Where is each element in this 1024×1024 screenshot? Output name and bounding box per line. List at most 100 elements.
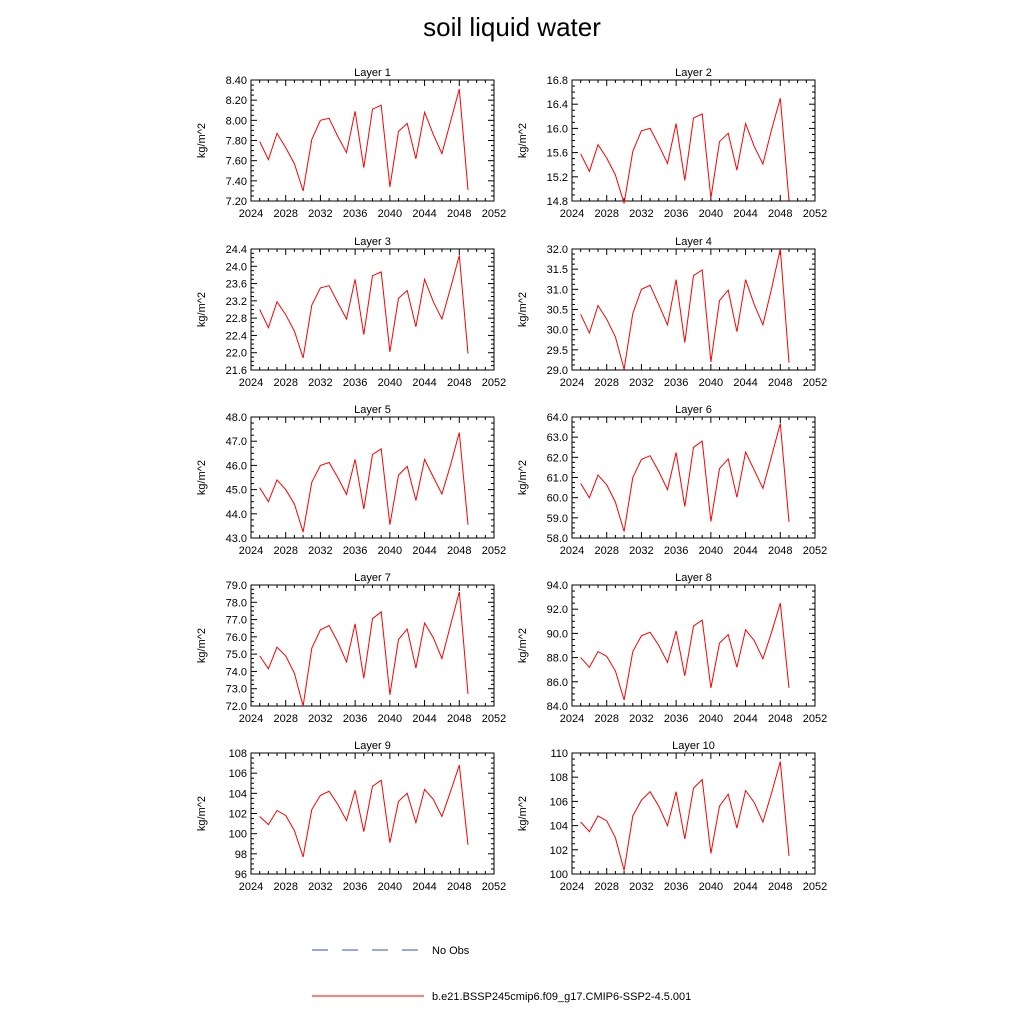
y-tick-label: 74.0 — [226, 666, 247, 678]
plot-frame — [571, 752, 816, 875]
y-tick-label: 47.0 — [226, 436, 247, 448]
y-tick-label: 108 — [550, 772, 568, 784]
y-tick-label: 84.0 — [547, 701, 568, 713]
x-tick-label: 2032 — [308, 377, 332, 389]
y-tick-label: 30.5 — [547, 305, 568, 317]
panel-title: Layer 10 — [672, 740, 715, 752]
y-axis-label: kg/m^2 — [196, 460, 208, 495]
y-tick-label: 8.20 — [226, 95, 247, 107]
x-tick-label: 2036 — [664, 545, 688, 557]
x-tick-label: 2024 — [239, 208, 263, 220]
y-tick-label: 108 — [229, 748, 247, 760]
x-tick-label: 2044 — [412, 881, 436, 893]
x-tick-label: 2044 — [412, 377, 436, 389]
x-tick-label: 2052 — [482, 713, 506, 725]
y-tick-label: 24.0 — [226, 261, 247, 273]
y-tick-label: 88.0 — [547, 653, 568, 665]
x-tick-label: 2048 — [447, 208, 471, 220]
y-tick-label: 15.2 — [547, 172, 568, 184]
x-tick-label: 2036 — [343, 208, 367, 220]
y-tick-label: 90.0 — [547, 628, 568, 640]
y-tick-label: 45.0 — [226, 485, 247, 497]
x-tick-label: 2048 — [768, 713, 792, 725]
y-tick-label: 77.0 — [226, 615, 247, 627]
x-tick-label: 2040 — [699, 881, 723, 893]
x-tick-label: 2052 — [803, 881, 827, 893]
y-tick-label: 72.0 — [226, 701, 247, 713]
x-tick-label: 2044 — [733, 208, 757, 220]
panel-title: Layer 6 — [675, 404, 712, 416]
y-tick-label: 79.0 — [226, 580, 247, 592]
panel-title: Layer 5 — [354, 404, 391, 416]
plot-frame — [250, 248, 495, 371]
y-tick-label: 100 — [229, 829, 247, 841]
y-tick-label: 14.8 — [547, 196, 568, 208]
y-tick-label: 22.0 — [226, 348, 247, 360]
y-axis-label: kg/m^2 — [196, 292, 208, 327]
x-tick-label: 2028 — [273, 713, 297, 725]
legend-label-no-obs: No Obs — [432, 945, 470, 957]
x-tick-label: 2032 — [629, 377, 653, 389]
panel-title: Layer 2 — [675, 67, 712, 79]
chart-panel-5: Layer 5 kg/m^2 2024 2028 2032 2036 2040 2044 204… — [196, 404, 506, 557]
y-tick-label: 59.0 — [547, 513, 568, 525]
series-line — [580, 423, 790, 532]
y-tick-label: 62.0 — [547, 452, 568, 464]
series-line — [580, 248, 790, 370]
y-tick-label: 24.4 — [226, 244, 247, 256]
y-tick-label: 94.0 — [547, 580, 568, 592]
y-tick-label: 98 — [235, 849, 247, 861]
y-tick-label: 31.0 — [547, 284, 568, 296]
plot-frame — [250, 584, 495, 707]
y-tick-label: 31.5 — [547, 264, 568, 276]
x-tick-label: 2048 — [447, 377, 471, 389]
x-tick-label: 2036 — [664, 377, 688, 389]
plot-frame — [571, 79, 816, 202]
x-tick-label: 2040 — [699, 545, 723, 557]
y-tick-label: 78.0 — [226, 597, 247, 609]
x-tick-label: 2040 — [699, 713, 723, 725]
x-tick-label: 2044 — [733, 881, 757, 893]
x-tick-label: 2032 — [629, 208, 653, 220]
x-tick-label: 2048 — [768, 208, 792, 220]
chart-panel-10: Layer 10 kg/m^2 2024 2028 2032 2036 2040 2044 20… — [517, 740, 827, 893]
y-tick-label: 48.0 — [226, 412, 247, 424]
x-tick-label: 2028 — [594, 377, 618, 389]
chart-panel-1: Layer 1 kg/m^2 2024 2028 2032 2036 2040 2044 204… — [196, 67, 506, 220]
series-line — [259, 591, 469, 707]
x-tick-label: 2028 — [594, 881, 618, 893]
y-tick-label: 73.0 — [226, 684, 247, 696]
x-tick-label: 2040 — [378, 713, 402, 725]
y-tick-label: 32.0 — [547, 244, 568, 256]
x-tick-label: 2036 — [343, 713, 367, 725]
x-tick-label: 2040 — [378, 881, 402, 893]
y-tick-label: 23.6 — [226, 279, 247, 291]
y-tick-label: 29.5 — [547, 345, 568, 357]
series-line — [259, 764, 469, 858]
x-tick-label: 2036 — [664, 881, 688, 893]
y-tick-label: 104 — [229, 788, 247, 800]
y-tick-label: 7.20 — [226, 196, 247, 208]
x-tick-label: 2052 — [803, 713, 827, 725]
y-tick-label: 30.0 — [547, 325, 568, 337]
y-tick-label: 7.80 — [226, 136, 247, 148]
x-tick-label: 2024 — [239, 377, 263, 389]
x-tick-label: 2032 — [629, 713, 653, 725]
x-tick-label: 2024 — [560, 208, 584, 220]
y-tick-label: 64.0 — [547, 412, 568, 424]
plot-frame — [571, 584, 816, 707]
y-tick-label: 106 — [550, 796, 568, 808]
y-tick-label: 76.0 — [226, 632, 247, 644]
x-tick-label: 2052 — [482, 545, 506, 557]
y-tick-label: 75.0 — [226, 649, 247, 661]
x-tick-label: 2048 — [447, 881, 471, 893]
y-tick-label: 7.60 — [226, 156, 247, 168]
x-tick-label: 2032 — [308, 881, 332, 893]
series-line — [259, 255, 469, 359]
chart-panel-8: Layer 8 kg/m^2 2024 2028 2032 2036 2040 2044 204… — [517, 572, 827, 725]
y-tick-label: 104 — [550, 821, 568, 833]
chart-panel-2: Layer 2 kg/m^2 2024 2028 2032 2036 2040 2044 204… — [517, 67, 827, 220]
x-tick-label: 2040 — [378, 377, 402, 389]
panel-title: Layer 8 — [675, 572, 712, 584]
